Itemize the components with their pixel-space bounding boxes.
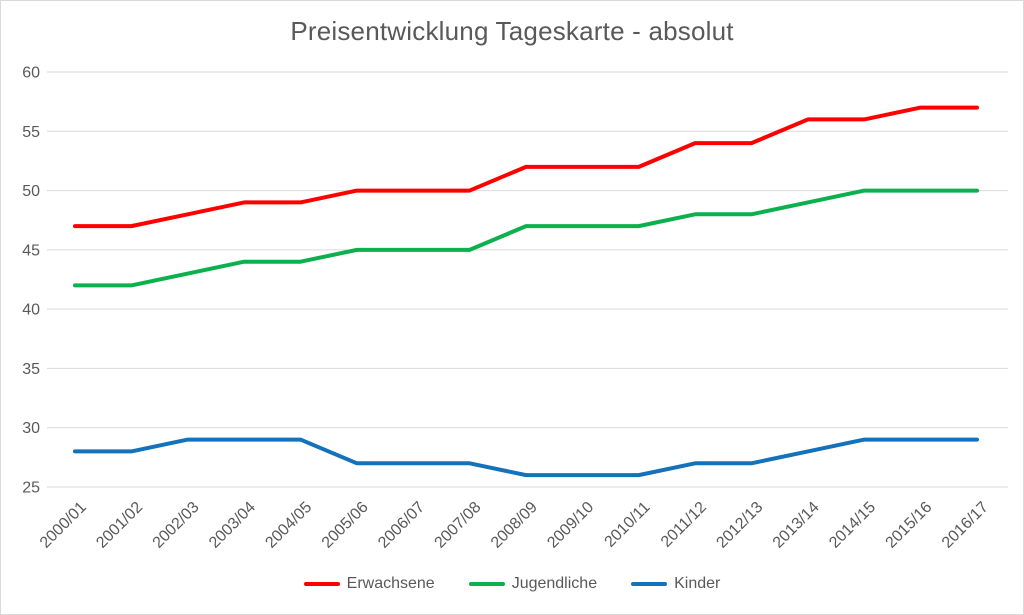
x-tick-label: 2008/09 — [488, 499, 541, 552]
y-tick-label: 55 — [22, 124, 40, 141]
x-tick-label: 2006/07 — [375, 499, 428, 552]
legend-item-kinder: Kinder — [631, 575, 720, 593]
series-line-jugendliche — [73, 188, 979, 288]
x-tick-label: 2015/16 — [883, 499, 936, 552]
y-tick-label: 50 — [22, 183, 40, 200]
series-line-kinder — [73, 437, 979, 478]
legend-item-jugendliche: Jugendliche — [468, 575, 598, 593]
x-tick-label: 2009/10 — [544, 499, 597, 552]
x-tick-label: 2012/13 — [713, 499, 766, 552]
legend-line-swatch — [631, 582, 668, 586]
x-tick-label: 2014/15 — [826, 499, 879, 552]
legend-label: Erwachsene — [346, 575, 435, 592]
x-tick-label: 2004/05 — [262, 499, 315, 552]
chart-legend: Erwachsene Jugendliche Kinder — [0, 575, 1024, 593]
x-tick-label: 2001/02 — [93, 499, 146, 552]
y-tick-label: 35 — [22, 361, 40, 378]
legend-line-swatch — [468, 582, 505, 586]
chart-title: Preisentwicklung Tageskarte - absolut — [290, 16, 734, 46]
legend-label: Jugendliche — [511, 575, 598, 592]
series-line-erwachsene — [73, 105, 979, 229]
legend-line-swatch — [303, 582, 340, 586]
x-tick-label: 2002/03 — [150, 499, 203, 552]
x-tick-label: 2000/01 — [37, 499, 90, 552]
x-tick-label: 2013/14 — [770, 499, 823, 552]
y-tick-label: 25 — [22, 480, 40, 497]
x-tick-label: 2010/11 — [601, 499, 653, 551]
legend-label: Kinder — [674, 575, 721, 592]
y-tick-label: 30 — [22, 420, 40, 437]
y-tick-label: 45 — [22, 242, 40, 259]
x-tick-label: 2005/06 — [319, 499, 372, 552]
x-tick-label: 2003/04 — [206, 499, 259, 552]
y-tick-label: 40 — [22, 302, 40, 319]
legend-item-erwachsene: Erwachsene — [303, 575, 435, 593]
x-tick-label: 2016/17 — [939, 499, 992, 552]
x-tick-label: 2011/12 — [658, 499, 710, 551]
x-tick-label: 2007/08 — [432, 499, 485, 552]
y-tick-label: 60 — [22, 65, 40, 82]
